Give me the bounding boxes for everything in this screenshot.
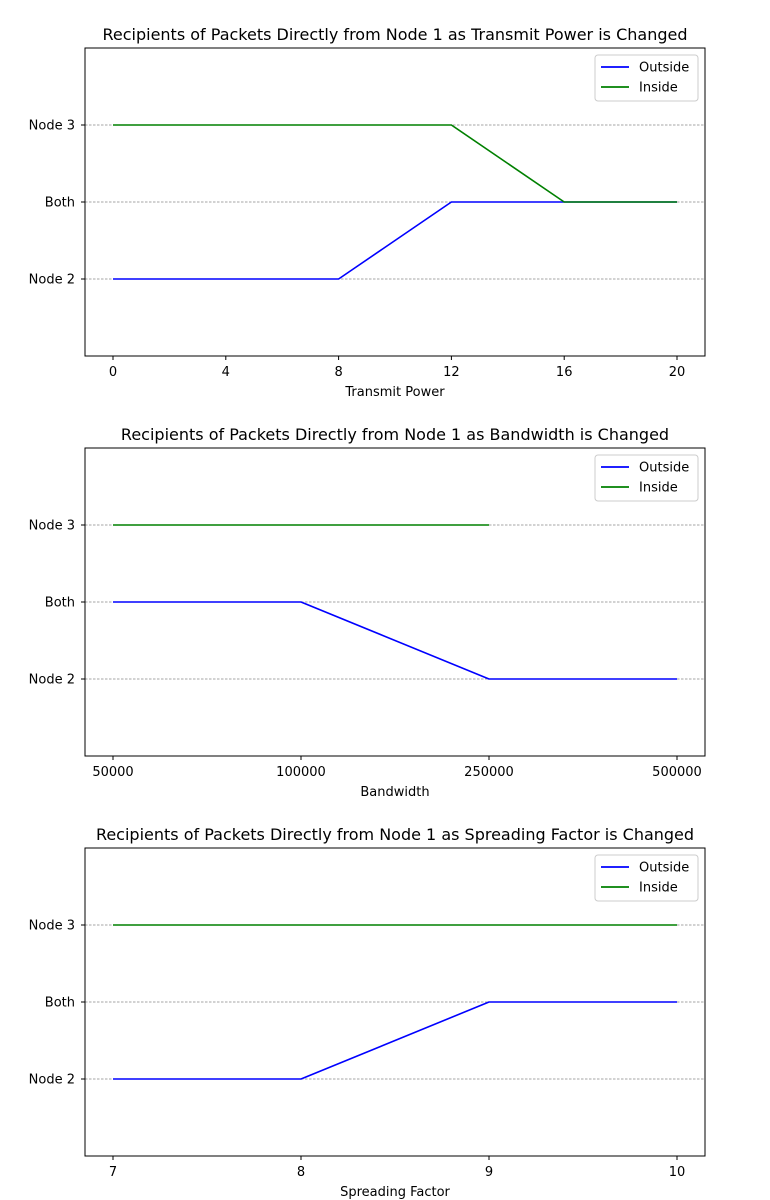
x-tick-label: 9 [485, 1165, 493, 1180]
chart-title: Recipients of Packets Directly from Node… [96, 825, 694, 844]
x-axis-label: Spreading Factor [340, 1185, 450, 1200]
x-tick-label: 8 [297, 1165, 305, 1180]
legend-label-inside: Inside [639, 881, 678, 896]
x-tick-label: 8 [334, 365, 342, 380]
series-line-outside [113, 601, 677, 680]
x-tick-label: 500000 [652, 765, 702, 780]
y-tick-label: Both [45, 996, 75, 1011]
x-tick-label: 10 [669, 1165, 686, 1180]
legend-label-outside: Outside [639, 861, 689, 876]
y-tick-label: Both [45, 196, 75, 211]
legend-label-outside: Outside [639, 461, 689, 476]
y-tick-label: Node 2 [29, 673, 75, 688]
y-tick-label: Node 2 [29, 1073, 75, 1088]
x-axis-label: Transmit Power [344, 385, 445, 400]
legend-label-inside: Inside [639, 481, 678, 496]
series-line-outside [113, 1001, 677, 1080]
chart-legend: Outside Inside [594, 54, 699, 102]
chart-panel-2: Recipients of Packets Directly from Node… [29, 425, 706, 800]
series-line-outside [113, 201, 677, 280]
chart-legend: Outside Inside [594, 454, 699, 502]
y-tick-label: Node 3 [29, 519, 75, 534]
chart-panel-1: Recipients of Packets Directly from Node… [29, 25, 706, 400]
chart-legend: Outside Inside [594, 854, 699, 902]
chart-title: Recipients of Packets Directly from Node… [102, 25, 687, 44]
x-tick-label: 100000 [276, 765, 326, 780]
x-axis-label: Bandwidth [360, 785, 429, 800]
y-tick-label: Node 2 [29, 273, 75, 288]
y-tick-label: Both [45, 596, 75, 611]
x-tick-label: 16 [556, 365, 573, 380]
x-tick-label: 12 [443, 365, 460, 380]
y-tick-label: Node 3 [29, 919, 75, 934]
x-tick-label: 4 [222, 365, 230, 380]
x-tick-label: 20 [669, 365, 686, 380]
legend-label-outside: Outside [639, 61, 689, 76]
series-line-inside [113, 124, 677, 203]
legend-label-inside: Inside [639, 81, 678, 96]
x-tick-label: 50000 [92, 765, 133, 780]
x-tick-label: 0 [109, 365, 117, 380]
x-tick-label: 7 [109, 1165, 117, 1180]
x-tick-label: 250000 [464, 765, 514, 780]
chart-title: Recipients of Packets Directly from Node… [121, 425, 669, 444]
chart-panel-3: Recipients of Packets Directly from Node… [29, 825, 706, 1200]
y-tick-label: Node 3 [29, 119, 75, 134]
